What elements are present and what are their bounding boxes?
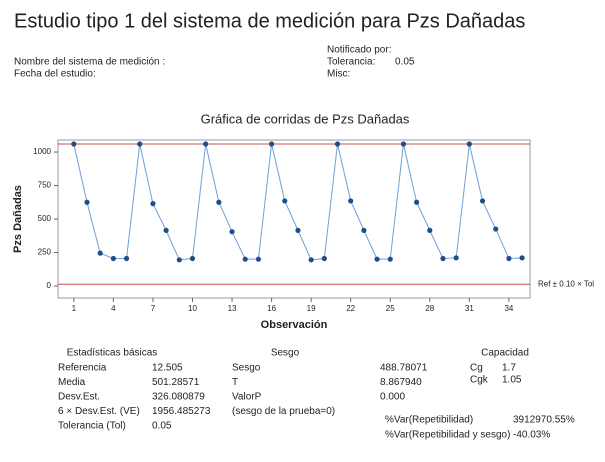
header-field: Notificado por:	[327, 45, 391, 56]
stat-label: 6 × Desv.Est. (VE)	[58, 406, 140, 417]
data-point	[361, 227, 367, 233]
x-tick-label: 10	[188, 304, 197, 313]
stat-label: ValorP	[232, 392, 262, 403]
data-point	[295, 227, 301, 233]
x-tick-label: 7	[151, 304, 156, 313]
data-point	[150, 201, 156, 207]
x-tick-label: 34	[504, 304, 513, 313]
data-point	[440, 255, 446, 262]
x-tick-label: 16	[267, 304, 276, 313]
data-point	[519, 255, 525, 261]
stat-label: %Var(Repetibilidad y sesgo)	[385, 430, 510, 441]
data-point	[255, 256, 262, 262]
x-tick-label: 13	[228, 304, 237, 313]
stat-label: Referencia	[58, 363, 107, 374]
data-point	[334, 141, 341, 147]
data-point	[84, 199, 90, 205]
stat-value: 1.05	[502, 375, 522, 386]
data-point	[268, 141, 275, 147]
data-point	[137, 141, 143, 147]
data-point	[242, 256, 248, 262]
x-tick-label: 22	[346, 304, 355, 313]
x-tick-label: 4	[111, 304, 116, 313]
data-point	[308, 257, 314, 263]
data-point	[321, 255, 327, 262]
data-point	[466, 141, 472, 147]
data-point	[400, 141, 407, 147]
header-field: Nombre del sistema de medición :	[14, 57, 165, 68]
stat-value: 488.78071	[380, 363, 428, 374]
data-point	[493, 226, 499, 232]
data-point	[97, 250, 103, 256]
y-axis-label: Pzs Dañadas	[12, 185, 24, 253]
y-tick-label: 500	[38, 214, 52, 223]
x-tick-label: 19	[307, 304, 316, 313]
header-field: Misc:	[327, 69, 350, 80]
data-point	[479, 198, 486, 204]
x-axis-label: Observación	[261, 319, 328, 331]
stat-value: 1.7	[502, 363, 516, 374]
data-point	[282, 198, 288, 204]
chart-title: Gráfica de corridas de Pzs Dañadas	[201, 111, 410, 126]
x-tick-label: 25	[386, 304, 395, 313]
header-field: Tolerancia:	[327, 57, 375, 68]
stat-label: Tolerancia (Tol)	[58, 421, 126, 432]
data-point	[506, 255, 512, 262]
stat-value: 0.05	[152, 421, 172, 432]
stat-label: %Var(Repetibilidad)	[385, 415, 473, 426]
x-tick-label: 28	[425, 304, 434, 313]
stat-value: 12.505	[152, 363, 183, 374]
data-point	[110, 255, 116, 262]
data-point	[348, 198, 354, 204]
stat-value: 501.28571	[152, 377, 200, 388]
x-tick-label: 31	[465, 304, 474, 313]
section-title: Capacidad	[481, 348, 529, 359]
data-point	[216, 199, 222, 205]
data-point	[414, 199, 420, 205]
data-point	[387, 256, 393, 262]
reference-label: Ref ± 0.10 × Tol	[538, 279, 594, 288]
section-title: Sesgo	[271, 348, 300, 359]
stat-label: Sesgo	[232, 363, 261, 374]
report-title: Estudio tipo 1 del sistema de medición p…	[14, 10, 525, 32]
data-point	[71, 141, 77, 147]
stat-value: 0.000	[380, 392, 405, 403]
header-field: Fecha del estudio:	[14, 69, 96, 80]
y-tick-label: 0	[47, 281, 52, 290]
stat-value: -40.03%	[513, 430, 550, 441]
stat-label: Cg	[470, 363, 483, 374]
stat-label: Desv.Est.	[58, 392, 100, 403]
header-field: 0.05	[395, 57, 415, 68]
stat-value: 8.867940	[380, 377, 422, 388]
stat-value: 326.080879	[152, 392, 205, 403]
stat-label: (sesgo de la prueba=0)	[232, 406, 335, 417]
data-point	[427, 227, 433, 233]
y-tick-label: 1000	[33, 147, 51, 156]
stat-label: Media	[58, 377, 86, 388]
x-tick-label: 1	[72, 304, 77, 313]
stat-label: T	[232, 377, 238, 388]
stat-label: Cgk	[470, 375, 489, 386]
data-point	[176, 257, 182, 263]
data-point	[203, 141, 209, 147]
y-tick-label: 250	[38, 248, 52, 257]
data-point	[374, 256, 380, 262]
data-point	[453, 255, 459, 261]
section-title: Estadísticas básicas	[67, 348, 158, 359]
data-point	[123, 255, 130, 262]
data-point	[229, 229, 235, 235]
data-point	[163, 227, 169, 233]
stat-value: 1956.485273	[152, 406, 211, 417]
stat-value: 3912970.55%	[513, 415, 575, 426]
data-point	[189, 255, 196, 262]
y-tick-label: 750	[38, 181, 52, 190]
